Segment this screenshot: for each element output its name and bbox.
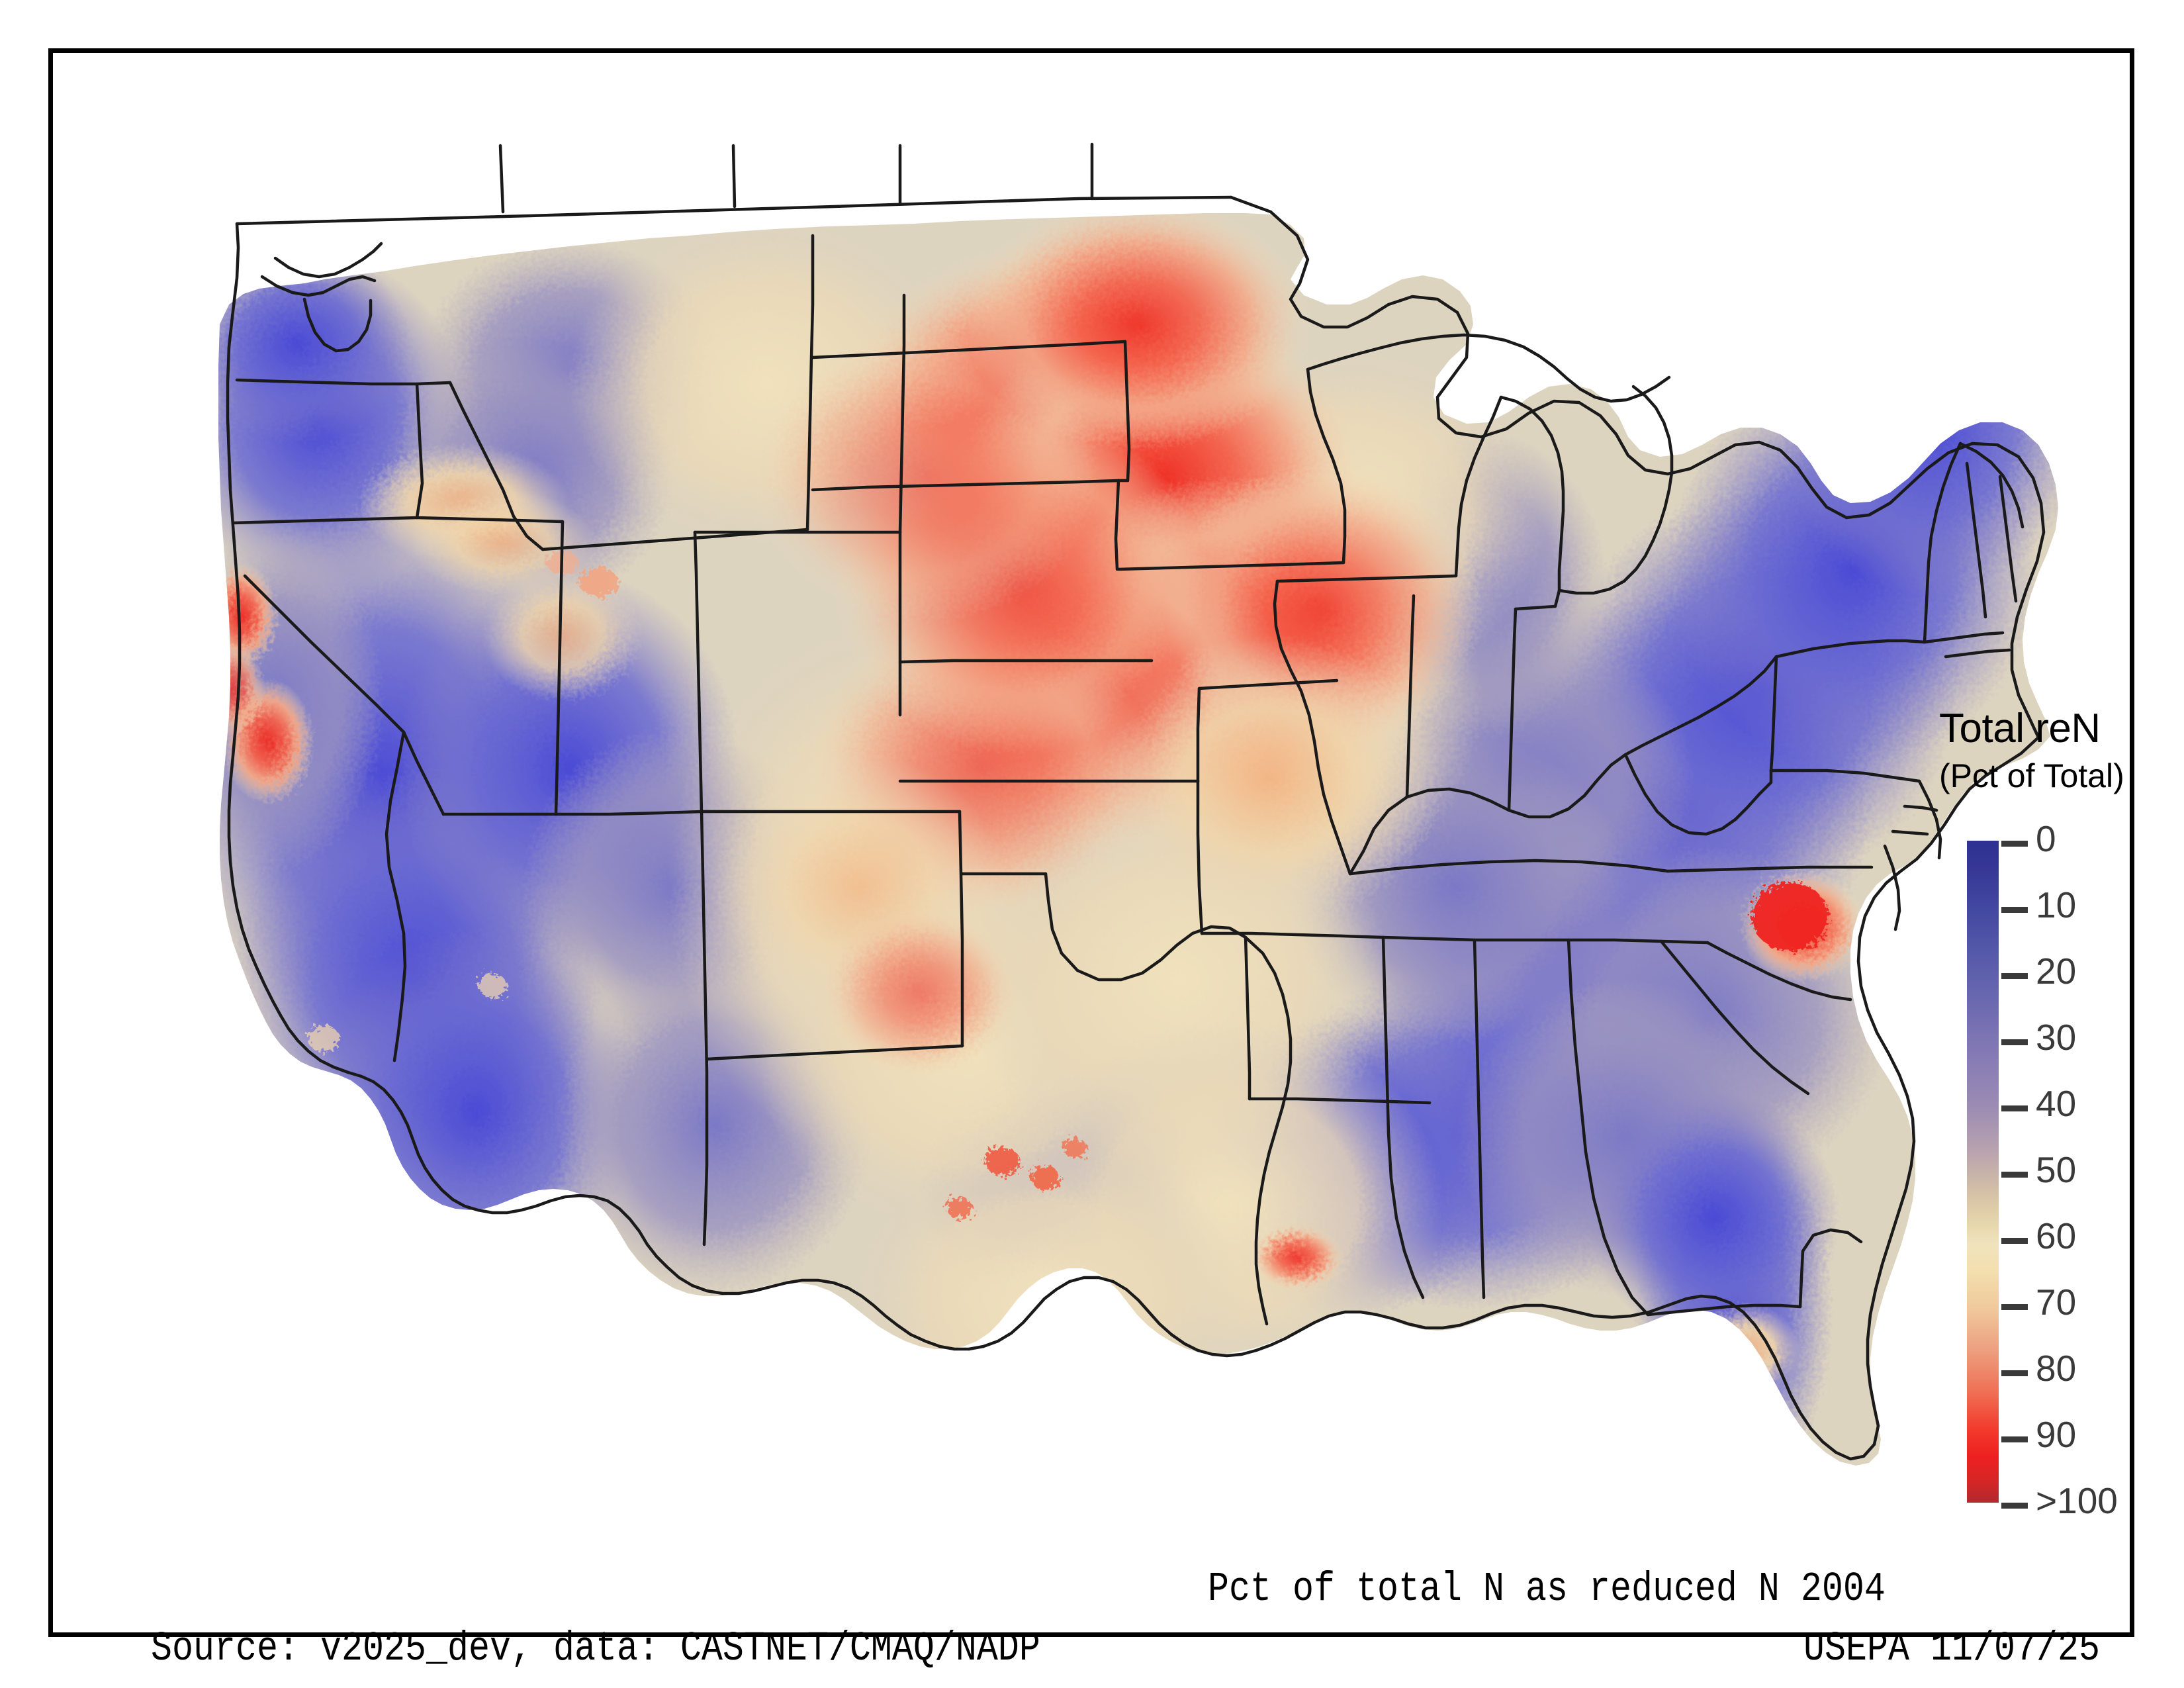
colorbar-tick-10 [2001,907,2028,913]
colorbar-tick-40 [2001,1105,2028,1111]
colorbar-label-80: 80 [2036,1348,2077,1389]
map-caption-source: Source: v2025_dev, data: CASTNET/CMAQ/NA… [151,1625,1040,1672]
colorbar-tick-50 [2001,1172,2028,1178]
colorbar-label-70: 70 [2036,1282,2077,1323]
colorbar-tick-60 [2001,1238,2028,1244]
legend-title: Total reN [1939,706,2101,751]
colorbar-tick-20 [2001,973,2028,979]
state-boundaries [226,142,2046,1461]
conus-choropleth-map [218,142,2058,1466]
raster-field [218,213,2058,1466]
map-caption-title: Pct of total N as reduced N 2004 [1208,1566,1886,1613]
colorbar-group: 0 10 20 30 40 50 60 70 80 90 >100 [1967,821,2184,1519]
colorbar-tick-70 [2001,1304,2028,1310]
legend-subtitle: (Pct of Total) [1939,757,2124,794]
colorbar-tick-30 [2001,1039,2028,1045]
colorbar-label-50: 50 [2036,1149,2077,1190]
map-plot-area [106,106,2184,1549]
map-caption-agency: USEPA 11/07/25 [1803,1625,2100,1672]
figure-frame: Total reN (Pct of Total) 0 10 20 30 [48,48,2134,1672]
colorbar-gradient [1967,841,1999,1503]
colorbar-label-20: 20 [2036,951,2077,992]
colorbar-label-10: 10 [2036,884,2077,925]
colorbar-label-gt100: >100 [2036,1480,2118,1521]
colorbar-label-40: 40 [2036,1083,2077,1124]
map-legend: Total reN (Pct of Total) 0 10 20 30 [1926,705,2184,1532]
colorbar-tick-100 [2001,1503,2028,1509]
colorbar-tick-80 [2001,1370,2028,1376]
colorbar-label-0: 0 [2036,818,2056,859]
colorbar-label-30: 30 [2036,1017,2077,1058]
colorbar-tick-90 [2001,1436,2028,1442]
colorbar-tick-0 [2001,841,2028,847]
colorbar-label-60: 60 [2036,1215,2077,1256]
colorbar-label-90: 90 [2036,1414,2077,1455]
